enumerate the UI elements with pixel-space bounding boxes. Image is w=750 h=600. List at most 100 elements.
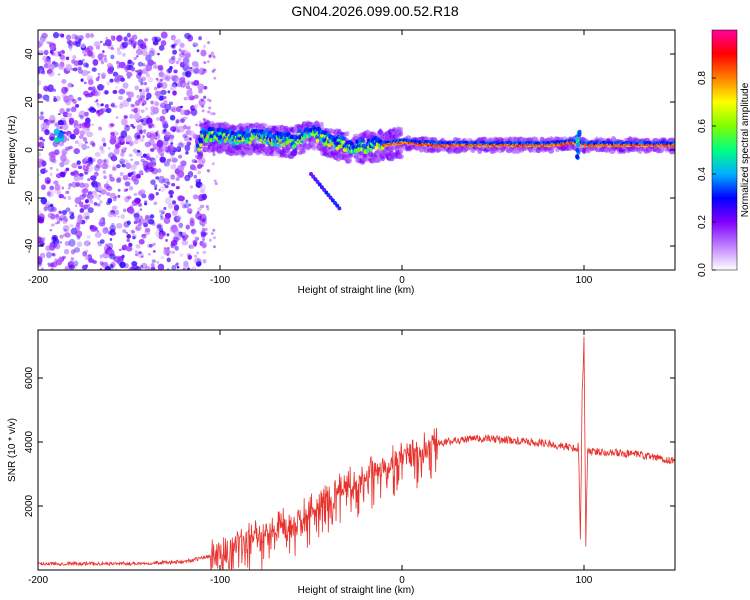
spectrogram-noise-mark [212, 112, 216, 116]
spectrogram-noise-mark [155, 116, 160, 121]
spectrogram-noise-mark [143, 81, 148, 86]
spectrogram-noise-mark [193, 254, 198, 258]
spectrogram-ridge-mark [327, 143, 331, 146]
spectrogram-noise-mark [115, 142, 122, 149]
spectrogram-noise-mark [146, 92, 152, 100]
spectrogram-ridge-mark [53, 128, 60, 135]
spectrogram-noise-mark [139, 264, 144, 269]
spectrogram-noise-mark [125, 65, 130, 71]
spectrogram-noise-mark [130, 123, 134, 128]
spectrogram-noise-mark [88, 92, 93, 98]
spectrogram-noise-mark [147, 76, 154, 83]
spectrogram-noise-mark [121, 118, 128, 126]
spectrogram-noise-mark [110, 54, 115, 60]
spectrogram-noise-mark [164, 197, 172, 205]
spectrogram-noise-mark [96, 109, 100, 113]
spectrogram-noise-mark [100, 72, 107, 78]
spectrogram-noise-mark [52, 243, 58, 248]
spectrogram-noise-mark [62, 111, 69, 118]
spectrogram-noise-mark [203, 85, 208, 90]
spectrogram-noise-mark [157, 149, 165, 156]
spectrogram-noise-mark [87, 178, 91, 182]
spectrogram-noise-mark [67, 43, 73, 49]
spectrogram-noise-mark [96, 241, 100, 244]
spectrogram-noise-mark [142, 235, 146, 240]
spectrogram-noise-mark [191, 64, 198, 71]
spectrogram-noise-mark [97, 75, 101, 79]
spectrogram-noise-mark [90, 181, 96, 186]
spectrogram-noise-mark [188, 203, 192, 207]
spectrogram-noise-mark [79, 182, 85, 188]
spectrogram-noise-mark [151, 36, 158, 42]
spectrogram-noise-mark [77, 96, 82, 101]
spectrogram-noise-mark [161, 108, 167, 115]
spectrogram-noise-mark [198, 197, 203, 202]
spectrogram-noise-mark [79, 114, 84, 120]
spectrogram-noise-mark [114, 209, 119, 216]
spectrogram-noise-mark [95, 163, 102, 169]
spectrogram-noise-mark [165, 74, 171, 80]
spectrogram-noise-mark [130, 66, 136, 72]
spectrogram-ridge-mark [248, 140, 252, 145]
spectrogram-ridge-mark [289, 134, 295, 140]
spectrogram-noise-mark [87, 156, 93, 163]
spectrogram-noise-mark [207, 41, 211, 45]
spectrogram-noise-mark [200, 98, 204, 102]
spectrogram-noise-mark [144, 141, 151, 148]
spectrogram-noise-mark [120, 151, 125, 157]
spectrogram-noise-mark [157, 64, 164, 70]
spectrogram-noise-mark [109, 78, 114, 83]
spectrogram-noise-mark [65, 146, 71, 151]
spectrogram-noise-mark [87, 71, 91, 74]
colorbar-tick-label: 0.8 [697, 71, 708, 85]
spectrogram-noise-mark [182, 133, 188, 139]
spectrogram-noise-mark [200, 189, 205, 194]
spectrogram-noise-mark [137, 190, 143, 196]
spectrogram-noise-mark [187, 80, 191, 84]
spectrogram-noise-mark [161, 121, 169, 129]
snr-y-ticks: 2000 4000 6000 [24, 366, 675, 517]
spectrogram-echo-mark [324, 190, 329, 195]
spectrogram-noise-mark [116, 176, 122, 182]
spectrogram-noise-mark [91, 142, 96, 147]
spectrogram-echo-mark [313, 177, 318, 182]
spectrogram-noise-mark [91, 123, 95, 126]
spectrogram-spike-mark [575, 154, 580, 160]
spectrogram-halo-mark [347, 157, 353, 163]
spectrogram-noise-mark [82, 251, 88, 257]
spectrogram-noise-mark [126, 71, 133, 78]
spectrogram-noise-mark [102, 107, 107, 113]
spectrogram-noise-mark [40, 184, 46, 191]
spectrogram-noise-mark [201, 243, 207, 249]
spectrogram-noise-mark [130, 158, 133, 161]
spectrogram-noise-mark [145, 155, 151, 161]
spectrogram-noise-mark [160, 31, 168, 39]
spectrogram-noise-mark [60, 49, 65, 54]
spectrogram-y-ticks: -40 -20 0 20 40 [24, 48, 675, 253]
spectrogram-noise-mark [145, 115, 151, 120]
spectrogram-noise-mark [163, 247, 167, 250]
spectrogram-noise-mark [128, 153, 133, 158]
spectrogram-noise-mark [169, 194, 174, 198]
spectrogram-noise-mark [212, 245, 216, 249]
spectrogram-noise-mark [155, 77, 159, 81]
spectrogram-noise-mark [110, 103, 114, 107]
spectrogram-noise-mark [123, 244, 128, 250]
spectrogram-noise-mark [138, 251, 142, 255]
spectrogram-noise-mark [195, 123, 198, 127]
spectrogram-noise-mark [129, 113, 135, 120]
spectrogram-noise-mark [156, 139, 164, 148]
spectrogram-noise-mark [137, 61, 144, 67]
spectrogram-noise-mark [203, 95, 207, 99]
spectrogram-noise-mark [141, 193, 147, 199]
spectrogram-ridge-mark [369, 147, 373, 152]
spectrogram-ridge-mark [341, 136, 346, 142]
spectrogram-noise-mark [169, 83, 177, 91]
spectrogram-noise-mark [48, 41, 52, 45]
spectrogram-noise-mark [58, 53, 62, 57]
spectrogram-noise-mark [80, 125, 85, 129]
spectrogram-ridge-mark [339, 144, 343, 149]
spectrogram-noise-mark [67, 195, 72, 201]
spectrogram-noise-mark [99, 40, 103, 44]
